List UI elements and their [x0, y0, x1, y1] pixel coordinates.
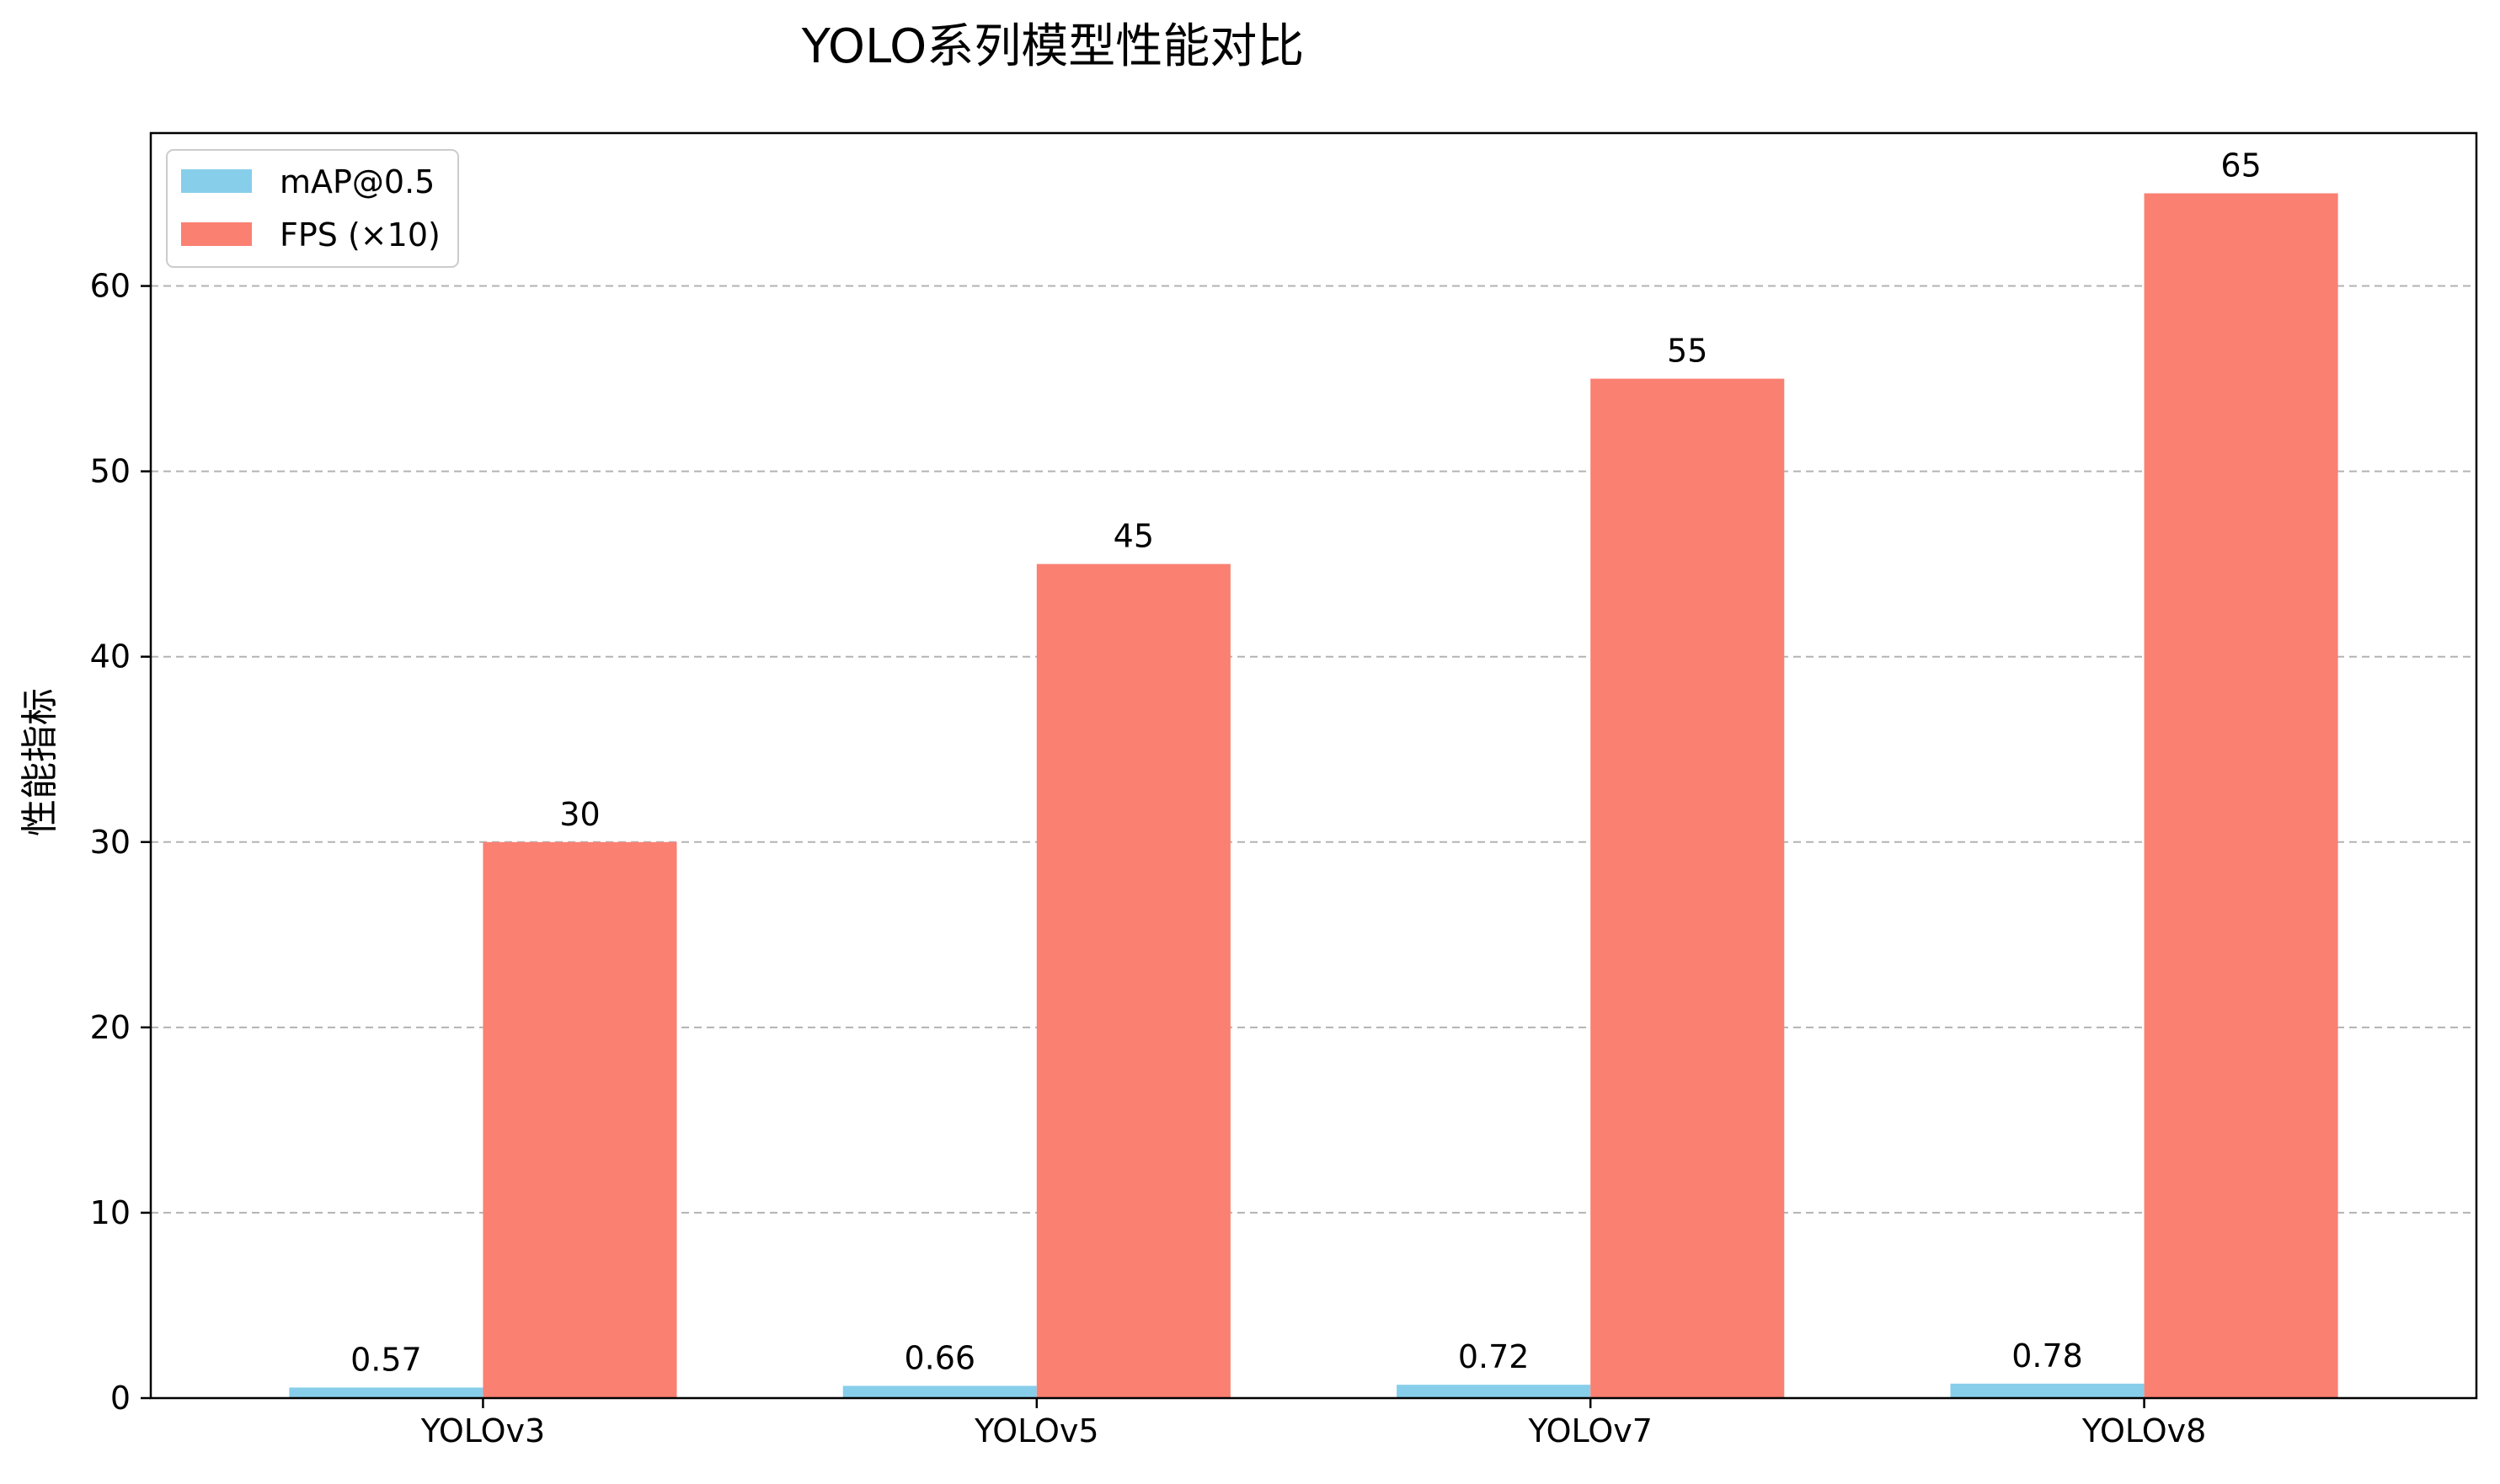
value-labels: 0.57 30 0.66 45 0.72 55 0.78 65 — [350, 147, 2262, 1379]
plot-frame — [149, 131, 2478, 1400]
bar-value-label: 45 — [1114, 518, 1154, 555]
bar-value-label: 30 — [559, 796, 600, 833]
y-tick-label: 50 — [90, 453, 131, 490]
bar-value-label: 55 — [1667, 333, 1707, 370]
chart-title: YOLO系列模型性能对比 — [801, 19, 1305, 74]
y-tick-label: 10 — [90, 1194, 131, 1231]
y-tick-label: 30 — [90, 824, 131, 861]
bar-value-label: 0.78 — [2011, 1337, 2083, 1375]
y-tick-label: 20 — [90, 1009, 131, 1046]
bar-yolov7-series-1 — [1590, 378, 1785, 1399]
x-tick-label: YOLOv5 — [974, 1412, 1098, 1449]
plot-area: 0.57 30 0.66 45 0.72 55 0.78 65 0 10 20 30 40 50 60 Y… — [90, 131, 2478, 1449]
x-tick-label: YOLOv3 — [420, 1412, 545, 1449]
legend: mAP@0.5 FPS (×10) — [166, 149, 459, 268]
x-tick-label: YOLOv7 — [1527, 1412, 1652, 1449]
bar-yolov5-series-1 — [1036, 563, 1231, 1398]
legend-label-fps: FPS (×10) — [280, 216, 441, 254]
bar-value-label: 65 — [2220, 147, 2261, 184]
x-axis-ticks: YOLOv3 YOLOv5 YOLOv7 YOLOv8 — [420, 1398, 2206, 1449]
y-tick-label: 60 — [90, 268, 131, 305]
y-axis-ticks: 0 10 20 30 40 50 60 — [90, 268, 151, 1417]
bars — [289, 193, 2338, 1399]
y-tick-label: 40 — [90, 638, 131, 675]
bar-yolov3-series-0 — [289, 1387, 483, 1398]
grid-lines — [151, 285, 2476, 1214]
y-tick-label: 0 — [110, 1380, 131, 1417]
legend-swatch-map — [181, 169, 252, 193]
y-axis-label: 性能指标 — [19, 688, 61, 836]
bar-value-label: 0.72 — [1458, 1338, 1530, 1375]
bar-yolov5-series-0 — [842, 1385, 1037, 1398]
legend-label-map: mAP@0.5 — [280, 163, 435, 200]
legend-swatch-fps — [181, 222, 252, 246]
bar-value-label: 0.66 — [904, 1339, 975, 1376]
bar-yolov3-series-1 — [483, 841, 677, 1398]
x-tick-label: YOLOv8 — [2081, 1412, 2206, 1449]
bar-value-label: 0.57 — [350, 1341, 422, 1378]
bar-yolov8-series-0 — [1950, 1383, 2145, 1398]
bar-yolov8-series-1 — [2144, 193, 2338, 1398]
bar-yolov7-series-0 — [1397, 1385, 1591, 1398]
